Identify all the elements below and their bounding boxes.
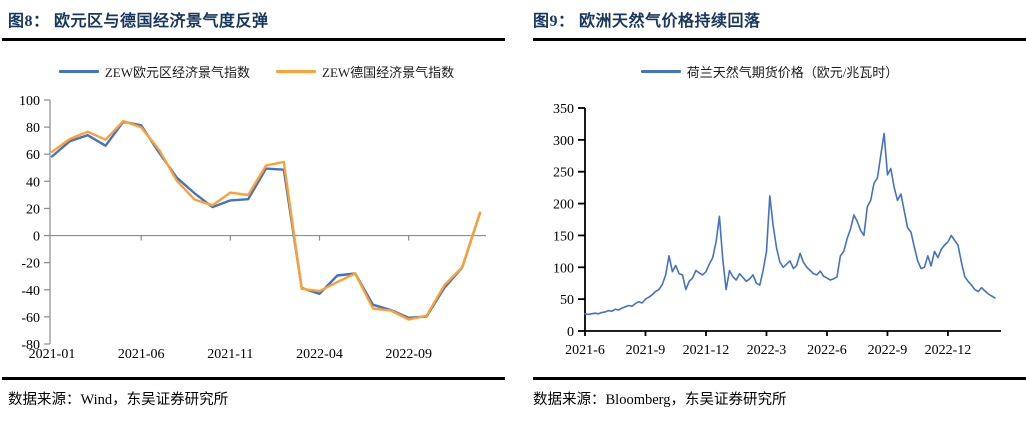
svg-text:2022-04: 2022-04 — [296, 347, 343, 362]
figure-8-bottom-rule — [2, 377, 505, 380]
svg-text:2021-11: 2021-11 — [207, 347, 253, 362]
figure-8-panel: 图8： 欧元区与德国经济景气度反弹 ZEW欧元区经济景气指数 ZEW德国经济景气… — [0, 13, 513, 408]
figure-9-title-rule — [533, 38, 1026, 41]
svg-text:200: 200 — [553, 198, 574, 213]
figure-9-legend: 荷兰天然气期货价格（欧元/兆瓦时） — [513, 62, 1026, 81]
svg-text:-20: -20 — [21, 257, 40, 272]
svg-text:2021-6: 2021-6 — [565, 343, 605, 358]
legend-label-zew-eurozone: ZEW欧元区经济景气指数 — [104, 65, 250, 80]
svg-text:-40: -40 — [21, 284, 40, 299]
svg-text:0: 0 — [567, 325, 574, 340]
svg-text:0: 0 — [33, 230, 40, 245]
svg-text:20: 20 — [26, 202, 40, 217]
svg-text:2021-12: 2021-12 — [683, 343, 730, 358]
svg-text:80: 80 — [26, 121, 40, 136]
zew-sentiment-chart: -80 -60 -40 -20 0 20 40 60 80 100 2021-01 2021-06 20… — [19, 94, 486, 362]
svg-text:250: 250 — [553, 166, 574, 181]
svg-text:2022-9: 2022-9 — [868, 343, 908, 358]
svg-text:150: 150 — [553, 229, 574, 244]
svg-text:100: 100 — [19, 94, 40, 109]
svg-text:2021-9: 2021-9 — [626, 343, 666, 358]
legend-item-ttf-gas: 荷兰天然气期货价格（欧元/兆瓦时） — [640, 62, 899, 81]
svg-text:350: 350 — [553, 102, 574, 117]
svg-text:40: 40 — [26, 175, 40, 190]
figure-8-title-rule — [2, 38, 505, 41]
svg-text:2022-12: 2022-12 — [925, 343, 972, 358]
gas-price-chart: 0 50 100 150 200 250 300 350 2021-6 2021-9 2021-12… — [553, 102, 1001, 358]
figure-8-legend: ZEW欧元区经济景气指数 ZEW德国经济景气指数 — [0, 62, 513, 81]
legend-item-zew-germany: ZEW德国经济景气指数 — [276, 62, 454, 81]
svg-text:2021-01: 2021-01 — [29, 347, 76, 362]
legend-label-ttf-gas: 荷兰天然气期货价格（欧元/兆瓦时） — [686, 65, 899, 80]
figure-8-title: 图8： 欧元区与德国经济景气度反弹 — [8, 13, 269, 30]
figure-9-panel: 图9： 欧洲天然气价格持续回落 荷兰天然气期货价格（欧元/兆瓦时） 0 50 100… — [513, 0, 1026, 423]
legend-label-zew-germany: ZEW德国经济景气指数 — [322, 65, 455, 80]
svg-text:100: 100 — [553, 261, 574, 276]
svg-text:2022-6: 2022-6 — [807, 343, 847, 358]
blue-line-legend-icon — [58, 70, 99, 73]
svg-text:-80: -80 — [21, 338, 40, 353]
blue-line-legend-icon — [640, 70, 681, 73]
figure-9-bottom-rule — [533, 377, 1026, 380]
svg-text:-60: -60 — [21, 311, 40, 326]
svg-text:50: 50 — [560, 293, 574, 308]
svg-text:2021-06: 2021-06 — [118, 347, 165, 362]
orange-line-legend-icon — [276, 70, 316, 73]
legend-item-zew-eurozone: ZEW欧元区经济景气指数 — [58, 62, 250, 81]
svg-text:2022-09: 2022-09 — [385, 347, 432, 362]
svg-text:2022-3: 2022-3 — [747, 343, 787, 358]
figure-9-title: 图9： 欧洲天然气价格持续回落 — [533, 13, 761, 30]
figure-9-source: 数据来源：Bloomberg，东吴证券研究所 — [533, 392, 787, 408]
svg-text:60: 60 — [26, 148, 40, 163]
svg-text:300: 300 — [553, 134, 574, 149]
figure-8-source: 数据来源：Wind，东吴证券研究所 — [8, 392, 229, 408]
